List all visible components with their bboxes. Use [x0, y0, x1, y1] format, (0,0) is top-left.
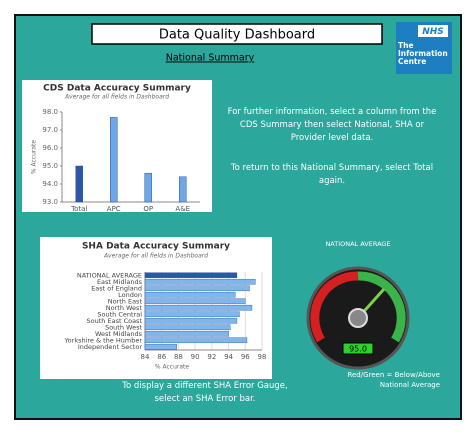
bar — [144, 291, 236, 298]
gauge-readout — [342, 342, 374, 355]
title-box — [91, 23, 383, 45]
y-tick-label: Independent Sector — [78, 343, 142, 351]
x-tick-label: 96 — [241, 353, 250, 361]
gauge-red-zone — [310, 271, 359, 343]
y-tick-label: 94.0 — [42, 180, 58, 188]
logo-name: The Information Centre — [398, 41, 448, 66]
x-tick-label: 92 — [207, 353, 216, 361]
sha-hint: To display a different SHA Error Gauge, … — [122, 381, 288, 404]
y-tick-label: 96.0 — [42, 144, 58, 152]
x-tick-label: 94 — [224, 353, 233, 361]
bar — [144, 317, 238, 324]
y-tick-label: South East Coast — [87, 317, 143, 325]
x-tick-label: Total — [70, 205, 87, 213]
bar — [144, 285, 250, 292]
y-tick-label: South Central — [97, 310, 142, 318]
info-text: To return to this National Summary, sele… — [230, 163, 434, 186]
gauge-title: NATIONAL AVERAGE — [325, 240, 391, 248]
chart-subtitle: Average for all fields in Dashboard — [64, 94, 169, 101]
bar — [75, 165, 83, 203]
chart-title: SHA Data Accuracy Summary — [82, 242, 230, 252]
y-tick-label: Yorkshire & the Humber — [64, 336, 143, 344]
bar — [144, 272, 238, 279]
gauge-readout-text: 95.0 — [349, 345, 367, 354]
subtitle[interactable]: National Summary — [166, 53, 255, 64]
y-tick-label: West Midlands — [95, 330, 143, 338]
y-tick-label: NATIONAL AVERAGE — [77, 271, 142, 279]
logo-badge-text: NHS — [422, 27, 444, 37]
y-tick-label: 93.0 — [42, 198, 58, 206]
bar — [144, 278, 256, 285]
x-axis-label: % Accurate — [155, 364, 190, 371]
y-tick-label: South West — [105, 323, 142, 331]
gauge-legend: Red/Green = Below/Above National Average — [347, 371, 440, 389]
y-axis-label: % Accurate — [31, 140, 38, 175]
x-tick-label: 88 — [174, 353, 183, 361]
bar — [144, 172, 152, 203]
bar — [179, 176, 187, 203]
x-tick-label: A&E — [175, 205, 190, 213]
y-tick-label: London — [118, 291, 142, 299]
bar — [144, 343, 177, 350]
y-tick-label: 98.0 — [42, 108, 58, 116]
y-tick-label: North East — [108, 297, 143, 305]
x-tick-label: APC — [107, 205, 121, 213]
y-tick-label: North West — [106, 304, 143, 312]
bar — [144, 298, 246, 305]
y-tick-label: East Midlands — [97, 278, 143, 286]
x-tick-label: 86 — [157, 353, 166, 361]
bar — [110, 117, 118, 203]
y-tick-label: East of England — [91, 284, 142, 292]
x-tick-label: OP — [143, 205, 153, 213]
bar — [144, 324, 231, 331]
x-tick-label: 98 — [258, 353, 267, 361]
bar — [144, 304, 253, 311]
logo-badge — [418, 25, 448, 37]
x-tick-label: 90 — [191, 353, 200, 361]
chart-subtitle: Average for all fields in Dashboard — [103, 253, 208, 260]
y-tick-label: 97.0 — [42, 126, 58, 134]
gauge-hub — [348, 308, 368, 328]
info-text: For further information, select a column… — [227, 107, 437, 143]
chart-title: CDS Data Accuracy Summary — [43, 84, 191, 94]
bar — [144, 311, 240, 318]
bar — [144, 337, 248, 344]
x-tick-label: 84 — [141, 353, 150, 361]
bar — [144, 330, 229, 337]
gauge-green-zone — [357, 271, 406, 343]
title: Data Quality Dashboard — [159, 28, 315, 43]
y-tick-label: 95.0 — [42, 162, 58, 170]
